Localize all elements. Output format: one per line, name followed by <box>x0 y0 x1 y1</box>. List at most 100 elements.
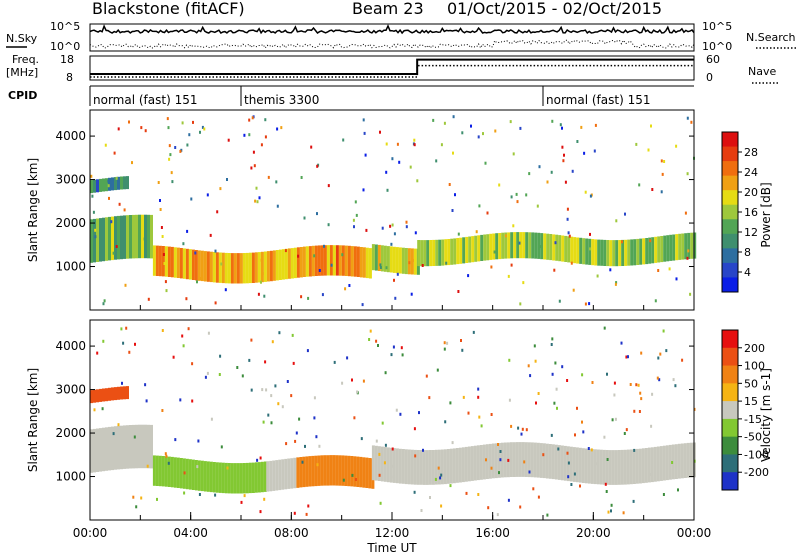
heatmap-cell <box>594 239 598 266</box>
noise-cell <box>606 372 608 376</box>
noise-cell <box>620 341 623 345</box>
heatmap-cell <box>251 462 255 493</box>
heatmap-cell <box>161 456 165 487</box>
noise-cell <box>186 229 189 233</box>
heatmap-cell <box>236 463 240 494</box>
noise-cell <box>467 274 470 278</box>
noise-cell <box>390 353 393 357</box>
heatmap-cell <box>99 218 102 262</box>
heatmap-cell <box>413 449 417 485</box>
noise-cell <box>316 212 318 216</box>
noise-cell <box>182 242 185 246</box>
heatmap-cell <box>681 233 685 260</box>
heatmap-cell <box>627 239 631 266</box>
noise-cell <box>167 126 170 130</box>
heatmap-cell <box>651 237 655 264</box>
heatmap-cell <box>179 458 183 489</box>
noise-cell <box>558 299 561 303</box>
noise-cell <box>286 380 289 383</box>
noise-cell <box>300 176 303 179</box>
heatmap-cell <box>120 215 123 260</box>
noise-cell <box>163 262 166 265</box>
heatmap-cell <box>155 455 159 486</box>
noise-cell <box>487 506 490 510</box>
noise-cell <box>437 466 440 470</box>
noise-cell <box>621 240 623 244</box>
noise-cell <box>568 234 571 238</box>
noise-cell <box>570 261 573 265</box>
heatmap-cell <box>302 246 306 277</box>
heatmap-cell <box>332 455 336 486</box>
noise-cell <box>525 193 528 197</box>
heatmap-cell <box>314 245 318 276</box>
heatmap-cell <box>266 251 270 282</box>
date-range: 01/Oct/2015 - 02/Oct/2015 <box>447 0 662 18</box>
heatmap-cell <box>230 253 234 284</box>
nsky-line <box>89 24 695 35</box>
noise-cell <box>432 118 435 122</box>
heatmap-cell <box>233 253 237 284</box>
heatmap-cell <box>281 459 285 490</box>
noise-cell <box>561 145 564 149</box>
noise-cell <box>383 461 386 465</box>
noise-cell <box>128 350 131 354</box>
noise-cell <box>185 297 188 301</box>
heatmap-cell <box>630 239 634 266</box>
noise-cell <box>461 131 464 135</box>
noise-cell <box>494 129 497 133</box>
ytick-label: 1000 <box>55 470 86 484</box>
time-xlabel: Time UT <box>366 541 417 554</box>
noise-cell <box>123 208 126 212</box>
heatmap-cell <box>621 239 625 266</box>
noise-cell <box>440 473 443 477</box>
heatmap-cell <box>554 444 558 480</box>
noise-cell <box>392 475 395 479</box>
heatmap-cell <box>272 250 276 281</box>
noise-cell <box>555 387 558 391</box>
heatmap-cell <box>176 457 180 488</box>
heatmap-cell <box>347 245 351 277</box>
noise-cell <box>386 188 389 192</box>
noise-cell <box>341 253 344 257</box>
noise-cell <box>674 384 677 388</box>
noise-cell <box>454 193 456 197</box>
noise-cell <box>477 387 480 391</box>
noise-cell <box>164 452 167 456</box>
heatmap-cell <box>669 234 673 261</box>
heatmap-cell <box>498 233 502 260</box>
noise-cell <box>507 458 510 462</box>
heatmap-cell <box>206 461 210 492</box>
colorbar-segment <box>722 190 738 206</box>
heatmap-cell <box>656 446 660 482</box>
noise-cell <box>122 341 125 345</box>
noise-cell <box>323 244 325 248</box>
colorbar-tick-label: 16 <box>744 206 758 219</box>
heatmap-cell <box>422 450 426 485</box>
noise-cell <box>265 388 268 392</box>
noise-cell <box>263 294 266 298</box>
noise-cell <box>216 210 219 214</box>
heatmap-cell <box>93 179 96 193</box>
colorbar-segment <box>722 436 738 455</box>
heatmap-cell <box>227 253 231 284</box>
noise-cell <box>144 129 147 133</box>
noise-cell <box>112 251 115 255</box>
heatmap-cell <box>90 180 93 194</box>
heatmap-cell <box>623 449 627 485</box>
noise-cell <box>140 496 143 500</box>
heatmap-cell <box>182 248 186 279</box>
noise-cell <box>102 302 105 306</box>
heatmap-cell <box>117 386 120 400</box>
noise-cell <box>615 219 618 223</box>
noise-cell <box>584 190 587 194</box>
noise-cell <box>443 121 446 125</box>
noise-cell <box>280 126 283 130</box>
noise-cell <box>226 466 229 470</box>
noise-cell <box>672 378 675 382</box>
heatmap-cell <box>624 239 628 266</box>
noise-cell <box>307 504 310 508</box>
heatmap-cell <box>302 456 306 488</box>
noise-cell <box>475 230 478 234</box>
heatmap-cell <box>317 455 321 486</box>
heatmap-cell <box>485 444 489 479</box>
